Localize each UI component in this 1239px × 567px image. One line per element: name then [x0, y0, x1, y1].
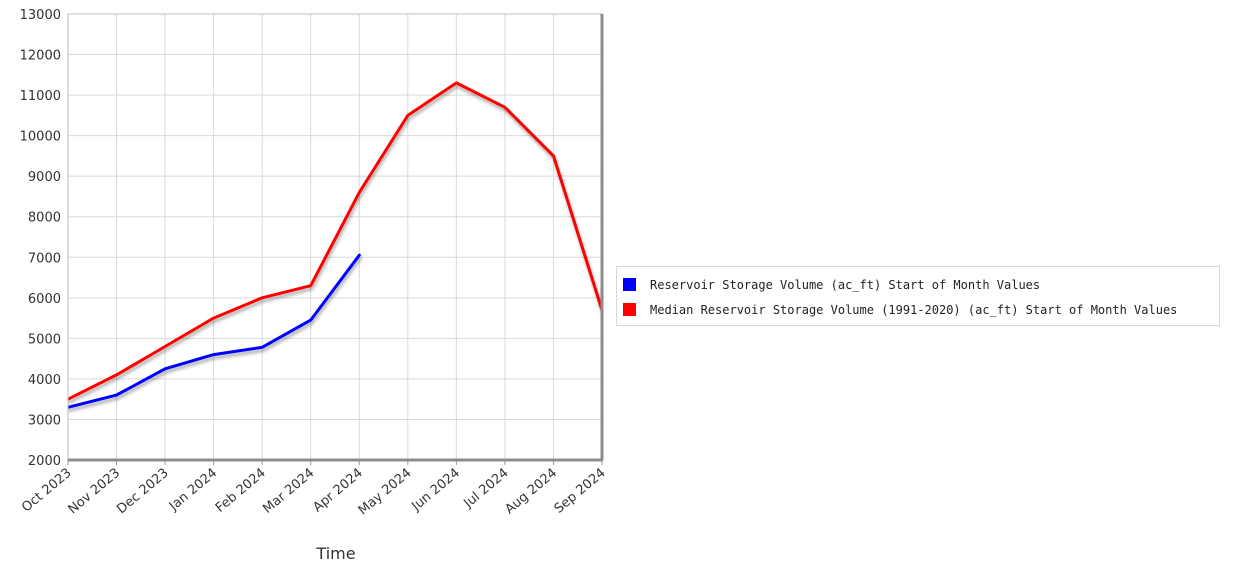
data-point[interactable]	[163, 367, 167, 371]
y-tick-label: 4000	[28, 373, 61, 388]
data-point[interactable]	[309, 284, 313, 288]
y-tick-label: 7000	[28, 251, 61, 266]
legend-item-median-storage[interactable]: Median Reservoir Storage Volume (1991-20…	[623, 297, 1219, 322]
data-point[interactable]	[503, 105, 507, 109]
data-point[interactable]	[406, 113, 410, 117]
x-tick-label: Dec 2023	[114, 466, 171, 518]
y-tick-label: 8000	[28, 211, 61, 226]
plot-frame	[67, 13, 604, 462]
x-tick-label: Mar 2024	[260, 466, 317, 517]
series-line-median-storage[interactable]	[68, 81, 602, 401]
y-tick-label: 9000	[28, 170, 61, 185]
data-point[interactable]	[357, 253, 361, 257]
series-lines	[68, 81, 602, 409]
legend: Reservoir Storage Volume (ac_ft) Start o…	[616, 266, 1220, 326]
x-tick-label: Sep 2024	[552, 466, 609, 517]
x-tick-label: Jun 2024	[408, 466, 462, 515]
y-tick-label: 2000	[28, 454, 61, 469]
data-point[interactable]	[357, 190, 361, 194]
data-point[interactable]	[551, 154, 555, 158]
y-tick-label: 6000	[28, 292, 61, 307]
series-line-reservoir-storage[interactable]	[68, 253, 361, 409]
legend-item-reservoir-storage[interactable]: Reservoir Storage Volume (ac_ft) Start o…	[623, 272, 1219, 297]
data-point[interactable]	[260, 296, 264, 300]
legend-label: Reservoir Storage Volume (ac_ft) Start o…	[650, 277, 1041, 292]
x-tick-label: Feb 2024	[213, 466, 269, 516]
data-point[interactable]	[309, 318, 313, 322]
x-tick-label: Nov 2023	[66, 466, 124, 518]
legend-swatch-blue	[623, 278, 636, 291]
y-tick-label: 11000	[20, 89, 61, 104]
legend-swatch-red	[623, 303, 636, 316]
data-point[interactable]	[163, 344, 167, 348]
y-tick-label: 3000	[28, 413, 61, 428]
x-tick-label: May 2024	[356, 466, 415, 519]
x-tick-label: Aug 2024	[502, 466, 560, 518]
legend-label: Median Reservoir Storage Volume (1991-20…	[650, 302, 1178, 317]
data-point[interactable]	[212, 353, 216, 357]
y-tick-label: 13000	[20, 8, 61, 23]
x-axis-title: Time	[315, 544, 355, 563]
y-tick-label: 12000	[20, 49, 61, 64]
y-axis-ticks: 2000 3000 4000 5000 6000 7000 8000 9000 10000 110…	[20, 8, 61, 469]
x-tick-label: Jan 2024	[166, 466, 220, 515]
data-point[interactable]	[260, 345, 264, 349]
y-tick-label: 5000	[28, 332, 61, 347]
data-point[interactable]	[115, 393, 119, 397]
data-point[interactable]	[212, 316, 216, 320]
data-point[interactable]	[454, 81, 458, 85]
y-tick-label: 10000	[20, 130, 61, 145]
data-point[interactable]	[115, 373, 119, 377]
